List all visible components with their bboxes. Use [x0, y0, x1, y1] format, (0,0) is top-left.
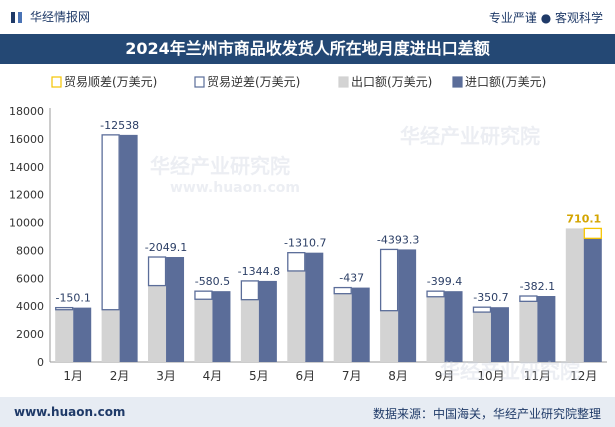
- import-bar: [398, 249, 417, 362]
- import-bar: [583, 238, 602, 362]
- footer-source: 数据来源：中国海关，华经产业研究院整理: [372, 407, 601, 421]
- y-tick-label: 12000: [9, 189, 44, 202]
- balance-label: -4393.3: [377, 233, 419, 246]
- y-tick-label: 6000: [16, 272, 44, 285]
- export-bar: [472, 312, 491, 362]
- import-bar: [166, 257, 185, 362]
- balance-label: -399.4: [427, 275, 462, 288]
- balance-label: -1344.8: [238, 265, 280, 278]
- deficit-bar: [147, 256, 167, 287]
- footer-website: www.huaon.com: [14, 405, 126, 419]
- legend-swatch: [338, 76, 349, 88]
- import-bar: [73, 307, 92, 362]
- export-bar: [240, 299, 259, 362]
- import-bar: [351, 287, 370, 362]
- legend-label: 贸易顺差(万美元): [64, 75, 157, 89]
- deficit-bar: [426, 290, 445, 298]
- export-bar: [287, 270, 306, 362]
- top-bar: 华经情报网 专业严谨 ● 客观科学: [0, 0, 615, 34]
- y-tick-label: 10000: [9, 217, 44, 230]
- deficit-bar: [101, 134, 120, 311]
- y-tick-label: 8000: [16, 244, 44, 257]
- x-tick-label: 6月: [295, 369, 315, 383]
- export-bar: [426, 296, 445, 362]
- x-tick-label: 7月: [342, 369, 362, 383]
- x-tick-label: 5月: [249, 369, 269, 383]
- balance-label: -2049.1: [145, 241, 187, 254]
- x-tick-label: 8月: [388, 369, 408, 383]
- import-bar: [305, 252, 324, 362]
- legend-label: 出口额(万美元): [351, 75, 432, 89]
- x-tick-label: 1月: [63, 369, 83, 383]
- chart-title: 2024年兰州市商品收发货人所在地月度进出口差额: [0, 34, 615, 64]
- slogan: 专业严谨 ● 客观科学: [488, 11, 603, 25]
- brand: 华经情报网: [10, 8, 90, 25]
- import-bar: [119, 134, 138, 362]
- footer: www.huaon.com 数据来源：中国海关，华经产业研究院整理: [0, 397, 615, 427]
- balance-label: -150.1: [55, 292, 90, 305]
- import-bar: [212, 291, 231, 362]
- brand-name: 华经情报网: [30, 10, 91, 24]
- x-tick-label: 9月: [435, 369, 455, 383]
- deficit-bar: [379, 248, 399, 312]
- balance-label: -1310.7: [284, 237, 326, 250]
- import-bar: [258, 280, 277, 362]
- x-tick-label: 12月: [570, 369, 597, 383]
- y-tick-label: 18000: [9, 105, 44, 118]
- x-tick-label: 3月: [156, 369, 176, 383]
- x-tick-label: 4月: [203, 369, 223, 383]
- export-bar: [565, 228, 584, 362]
- surplus-bar: [583, 227, 602, 239]
- y-tick-label: 4000: [16, 300, 44, 313]
- balance-label: -382.1: [520, 280, 555, 293]
- legend-label: 进口额(万美元): [465, 75, 546, 89]
- y-tick-label: 14000: [9, 161, 44, 174]
- y-tick-label: 16000: [9, 133, 44, 146]
- export-bar: [519, 301, 538, 362]
- export-bar: [55, 309, 74, 362]
- export-bar: [333, 293, 352, 362]
- x-tick-label: 11月: [524, 369, 551, 383]
- import-bar: [490, 307, 509, 362]
- balance-label: -12538: [100, 119, 139, 132]
- export-bar: [101, 309, 120, 362]
- export-bar: [194, 299, 213, 362]
- legend-swatch: [452, 76, 463, 88]
- deficit-bar: [240, 280, 260, 301]
- import-bar: [537, 296, 556, 362]
- legend-swatch: [51, 76, 62, 88]
- balance-label: -350.7: [473, 291, 508, 304]
- x-tick-label: 2月: [110, 369, 130, 383]
- deficit-bar: [287, 252, 306, 272]
- export-bar: [380, 310, 399, 362]
- deficit-bar: [194, 290, 213, 300]
- deficit-bar: [472, 306, 492, 313]
- legend-swatch: [194, 76, 205, 88]
- balance-label: 710.1: [566, 212, 601, 225]
- import-bar: [444, 291, 463, 362]
- x-tick-label: 10月: [477, 369, 504, 383]
- deficit-bar: [519, 295, 538, 302]
- logo-icon: [11, 11, 22, 23]
- balance-label: -580.5: [195, 275, 230, 288]
- deficit-bar: [55, 306, 74, 311]
- y-tick-label: 0: [37, 356, 44, 369]
- y-tick-label: 2000: [16, 328, 44, 341]
- legend-label: 贸易逆差(万美元): [207, 74, 300, 89]
- deficit-bar: [333, 286, 352, 295]
- export-bar: [148, 285, 167, 362]
- bar-chart: 贸易顺差(万美元) 贸易逆差(万美元) 出口额(万美元) 进口额(万美元) 0 2000 4…: [9, 74, 607, 383]
- balance-label: -437: [339, 272, 364, 285]
